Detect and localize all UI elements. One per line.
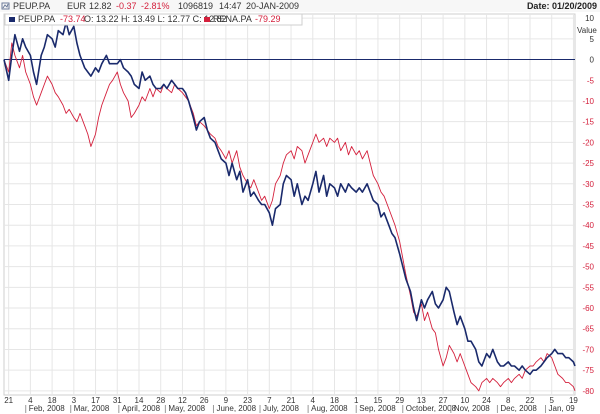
legend: PEUP.PA -73.74 O: 13.22 H: 13.49 L: 12.7… xyxy=(4,13,303,26)
x-month-label: May, 2008 xyxy=(168,404,205,413)
x-tick-label: 18 xyxy=(330,396,339,405)
x-tick-label: 27 xyxy=(439,396,448,405)
y-tick-label: -25 xyxy=(582,159,594,168)
x-month-label: Mar, 2008 xyxy=(74,404,110,413)
y-tick-label: -20 xyxy=(582,138,594,147)
y-tick-label: -10 xyxy=(582,97,594,106)
header-background xyxy=(0,0,600,12)
y-tick-label: 5 xyxy=(590,35,595,44)
y-tick-label: -50 xyxy=(582,263,594,272)
legend-value-rena: -79.29 xyxy=(255,14,281,24)
y-tick-label: -40 xyxy=(582,221,594,230)
legend-ohlc-peup: O: 13.22 H: 13.49 L: 12.77 C: 12.82 xyxy=(84,14,227,24)
x-tick-label: 23 xyxy=(243,396,252,405)
x-tick-label: 24 xyxy=(482,396,491,405)
header-time: 14:47 xyxy=(219,1,242,11)
legend-box xyxy=(4,13,303,26)
x-tick-label: 19 xyxy=(569,396,578,405)
y-tick-label: -35 xyxy=(582,201,594,210)
x-tick-label: 15 xyxy=(373,396,382,405)
x-tick-label: 18 xyxy=(48,396,57,405)
header-symbol: PEUP.PA xyxy=(13,1,50,11)
x-month-label: June, 2008 xyxy=(216,404,256,413)
x-axis-day-ticks: 21 4 18 3 17 31 14 28 12 26 9 23 7 21 4 18 1 15 29 13 27 10 24… xyxy=(4,396,578,405)
x-tick-label: 21 xyxy=(287,396,296,405)
y-tick-label: -15 xyxy=(582,118,594,127)
x-tick-label: 8 xyxy=(506,396,511,405)
x-tick-label: 1 xyxy=(354,396,359,405)
x-month-label: Feb, 2008 xyxy=(29,404,66,413)
x-month-label: Dec, 2008 xyxy=(500,404,537,413)
y-tick-label: -70 xyxy=(582,345,594,354)
series-line-peup-pa xyxy=(3,21,576,376)
x-tick-label: 3 xyxy=(72,396,77,405)
header-last-price: 12.82 xyxy=(89,1,112,11)
x-tick-label: 14 xyxy=(135,396,144,405)
y-axis-label: Value xyxy=(577,26,597,35)
y-tick-label: -60 xyxy=(582,304,594,313)
x-month-label: Sep, 2008 xyxy=(359,404,396,413)
y-axis-ticks: 10 5 0 -5 -10 -15 -20 -25 -30 -35 -40 -45 -50 -55 -60 -… xyxy=(582,14,594,396)
x-tick-label: 17 xyxy=(91,396,100,405)
y-tick-label: -5 xyxy=(587,76,595,85)
quote-icon xyxy=(1,2,10,10)
x-month-label: Nov, 2008 xyxy=(454,404,490,413)
quote-header: PEUP.PA EUR 12.82 -0.37 -2.81% 1096819 1… xyxy=(0,0,600,12)
x-tick-label: 7 xyxy=(267,396,272,405)
x-tick-label: 9 xyxy=(224,396,229,405)
y-tick-label: -65 xyxy=(582,325,594,334)
x-tick-label: 31 xyxy=(113,396,122,405)
header-date: 20-JAN-2009 xyxy=(246,1,299,11)
header-volume: 1096819 xyxy=(178,1,213,11)
x-tick-label: 4 xyxy=(311,396,316,405)
y-tick-label: -80 xyxy=(582,387,594,396)
header-change: -0.37 xyxy=(116,1,137,11)
x-axis-month-labels: Feb, 2008 Mar, 2008 April, 2008 May, 2008 Ju… xyxy=(25,404,576,413)
legend-label-rena: RENA.PA xyxy=(213,14,252,24)
y-tick-label: -30 xyxy=(582,180,594,189)
legend-swatch-peup xyxy=(9,17,15,22)
x-tick-label: 5 xyxy=(549,396,554,405)
x-month-label: Aug, 2008 xyxy=(311,404,348,413)
legend-label-peup: PEUP.PA xyxy=(18,14,55,24)
header-currency: EUR xyxy=(67,1,87,11)
x-tick-label: 22 xyxy=(526,396,535,405)
x-tick-label: 13 xyxy=(417,396,426,405)
x-month-label: October, 2008 xyxy=(406,404,457,413)
x-tick-label: 29 xyxy=(395,396,404,405)
series-layer xyxy=(3,21,576,392)
x-tick-label: 28 xyxy=(156,396,165,405)
y-tick-label: 10 xyxy=(585,14,594,23)
header-change-pct: -2.81% xyxy=(141,1,170,11)
y-tick-label: -55 xyxy=(582,283,594,292)
x-month-label: Jan, 09 xyxy=(549,404,576,413)
x-tick-label: 12 xyxy=(178,396,187,405)
x-tick-label: 4 xyxy=(28,396,33,405)
x-tick-label: 26 xyxy=(200,396,209,405)
x-month-label: July, 2008 xyxy=(263,404,299,413)
legend-swatch-rena xyxy=(204,17,210,22)
header-date-label: Date: 01/20/2009 xyxy=(527,1,597,11)
legend-value-peup: -73.74 xyxy=(60,14,86,24)
series-line-rena-pa xyxy=(3,42,576,392)
y-tick-label: -45 xyxy=(582,242,594,251)
y-tick-label: -75 xyxy=(582,366,594,375)
x-tick-label: 10 xyxy=(460,396,469,405)
y-tick-label: 0 xyxy=(590,56,595,65)
x-month-label: April, 2008 xyxy=(122,404,161,413)
x-tick-label: 21 xyxy=(4,396,13,405)
